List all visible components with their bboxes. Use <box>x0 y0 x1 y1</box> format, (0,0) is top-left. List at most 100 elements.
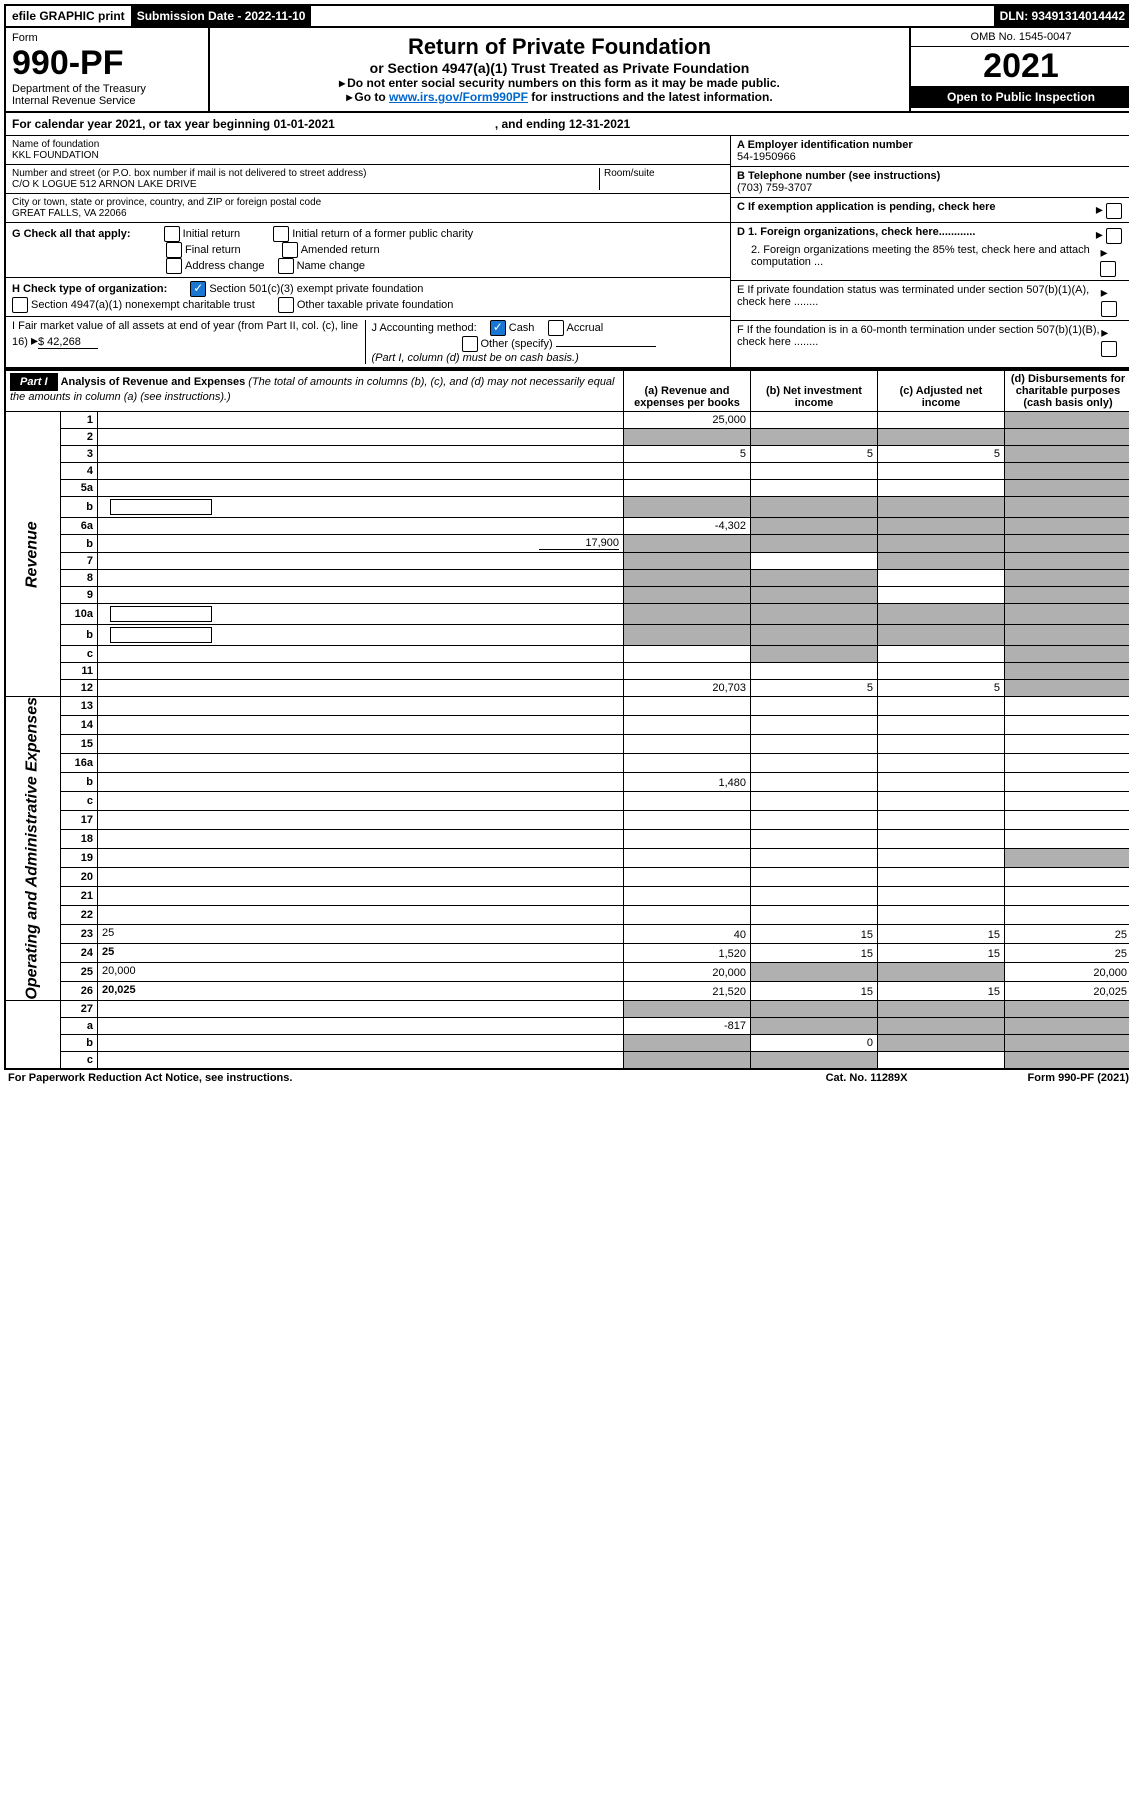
line-description <box>98 518 624 535</box>
arrow-icon <box>339 76 347 90</box>
address-change-checkbox[interactable] <box>166 258 182 274</box>
value-cell: 1,520 <box>624 943 751 962</box>
value-cell: 5 <box>878 446 1005 463</box>
line-description <box>98 412 624 429</box>
value-cell: 1,480 <box>624 772 751 791</box>
part1-table: Part I Analysis of Revenue and Expenses … <box>4 369 1129 1070</box>
accrual-checkbox[interactable] <box>548 320 564 336</box>
value-cell <box>1005 680 1129 697</box>
line-description <box>98 772 624 791</box>
line-description: 17,900 <box>98 535 624 553</box>
value-cell <box>1005 1051 1129 1069</box>
form-subtitle: or Section 4947(a)(1) Trust Treated as P… <box>216 60 903 76</box>
value-cell <box>878 518 1005 535</box>
line-description: 25 <box>98 943 624 962</box>
s4947-checkbox[interactable] <box>12 297 28 313</box>
value-cell <box>751 715 878 734</box>
foreign-85-checkbox[interactable] <box>1100 261 1116 277</box>
line-description <box>98 697 624 716</box>
value-cell: -4,302 <box>624 518 751 535</box>
value-cell <box>751 587 878 604</box>
value-cell <box>751 1017 878 1034</box>
tax-year: 2021 <box>911 46 1129 86</box>
line-description <box>98 886 624 905</box>
line-description <box>98 810 624 829</box>
j-note: (Part I, column (d) must be on cash basi… <box>372 352 579 364</box>
value-cell <box>624 848 751 867</box>
line-description <box>98 646 624 663</box>
value-cell <box>751 604 878 625</box>
part1-title: Analysis of Revenue and Expenses <box>61 376 246 388</box>
value-cell <box>751 810 878 829</box>
status-terminated-checkbox[interactable] <box>1101 301 1117 317</box>
value-cell <box>878 1017 1005 1034</box>
initial-return-checkbox[interactable] <box>164 226 180 242</box>
h-label: H Check type of organization: <box>12 283 167 295</box>
line-description <box>98 587 624 604</box>
instructions-link[interactable]: www.irs.gov/Form990PF <box>389 90 528 104</box>
final-return-checkbox[interactable] <box>166 242 182 258</box>
line-number: 26 <box>61 981 98 1000</box>
value-cell: 0 <box>751 1034 878 1051</box>
value-cell <box>878 535 1005 553</box>
col-b-header: (b) Net investment income <box>751 370 878 412</box>
value-cell <box>751 553 878 570</box>
value-cell: -817 <box>624 1017 751 1034</box>
value-cell <box>624 829 751 848</box>
initial-former-checkbox[interactable] <box>273 226 289 242</box>
value-cell <box>1005 429 1129 446</box>
street-address: C/O K LOGUE 512 ARNON LAKE DRIVE <box>12 179 599 190</box>
side-label: Operating and Administrative Expenses <box>5 697 61 1001</box>
city-state-zip: GREAT FALLS, VA 22066 <box>12 208 724 219</box>
value-cell <box>878 848 1005 867</box>
line-number: 11 <box>61 663 98 680</box>
60month-checkbox[interactable] <box>1101 341 1117 357</box>
value-cell <box>624 604 751 625</box>
value-cell <box>1005 570 1129 587</box>
line-description <box>98 429 624 446</box>
name-change-checkbox[interactable] <box>278 258 294 274</box>
line-description <box>98 480 624 497</box>
addr-label: Number and street (or P.O. box number if… <box>12 168 599 179</box>
value-cell <box>751 829 878 848</box>
value-cell <box>878 1051 1005 1069</box>
value-cell <box>624 663 751 680</box>
value-cell <box>624 497 751 518</box>
line-number: 20 <box>61 867 98 886</box>
irs-label: Internal Revenue Service <box>12 95 202 107</box>
value-cell <box>751 1000 878 1017</box>
line-description <box>98 848 624 867</box>
cash-checkbox[interactable]: ✓ <box>490 320 506 336</box>
other-taxable-checkbox[interactable] <box>278 297 294 313</box>
line-description <box>98 1000 624 1017</box>
value-cell <box>624 753 751 772</box>
line-description <box>98 829 624 848</box>
line-number: 17 <box>61 810 98 829</box>
line-number: b <box>61 1034 98 1051</box>
value-cell: 21,520 <box>624 981 751 1000</box>
s501c3-checkbox[interactable]: ✓ <box>190 281 206 297</box>
value-cell <box>751 753 878 772</box>
other-method-checkbox[interactable] <box>462 336 478 352</box>
foreign-org-checkbox[interactable] <box>1106 228 1122 244</box>
value-cell: 15 <box>878 981 1005 1000</box>
amended-return-checkbox[interactable] <box>282 242 298 258</box>
line-number: c <box>61 791 98 810</box>
value-cell <box>1005 497 1129 518</box>
value-cell <box>624 810 751 829</box>
line-number: 6a <box>61 518 98 535</box>
value-cell: 20,000 <box>624 962 751 981</box>
value-cell <box>1005 886 1129 905</box>
line-number: 22 <box>61 905 98 924</box>
value-cell <box>624 625 751 646</box>
value-cell <box>624 1000 751 1017</box>
exemption-pending-checkbox[interactable] <box>1106 203 1122 219</box>
value-cell: 5 <box>751 446 878 463</box>
value-cell: 15 <box>878 924 1005 943</box>
value-cell <box>878 1000 1005 1017</box>
value-cell <box>878 412 1005 429</box>
line-number: 8 <box>61 570 98 587</box>
line-description <box>98 663 624 680</box>
part1-label: Part I <box>10 373 58 391</box>
goto-post: for instructions and the latest informat… <box>528 90 773 104</box>
